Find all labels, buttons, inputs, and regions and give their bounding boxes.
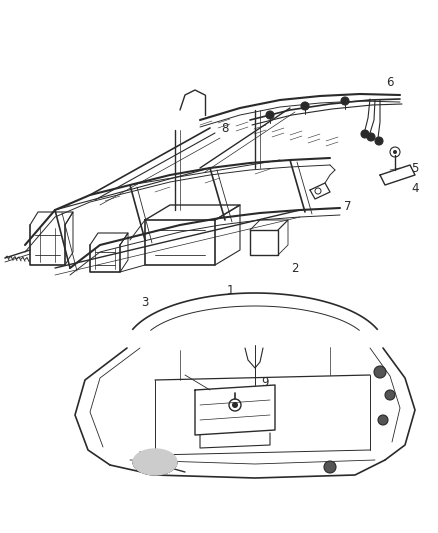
Text: 4: 4 — [410, 182, 418, 195]
Text: 1: 1 — [226, 284, 233, 296]
Ellipse shape — [133, 449, 177, 475]
Circle shape — [265, 111, 273, 119]
Text: 3: 3 — [141, 295, 148, 309]
Text: 7: 7 — [343, 200, 351, 214]
Text: 8: 8 — [221, 122, 228, 134]
Text: 6: 6 — [385, 76, 393, 88]
Circle shape — [392, 150, 396, 154]
Circle shape — [366, 133, 374, 141]
Text: 5: 5 — [410, 161, 418, 174]
Circle shape — [360, 130, 368, 138]
Circle shape — [323, 461, 335, 473]
Circle shape — [231, 402, 237, 408]
Circle shape — [384, 390, 394, 400]
Circle shape — [340, 97, 348, 105]
Circle shape — [377, 415, 387, 425]
Text: 2: 2 — [290, 262, 298, 274]
Text: 9: 9 — [261, 376, 268, 390]
Circle shape — [300, 102, 308, 110]
Circle shape — [373, 366, 385, 378]
Circle shape — [374, 137, 382, 145]
